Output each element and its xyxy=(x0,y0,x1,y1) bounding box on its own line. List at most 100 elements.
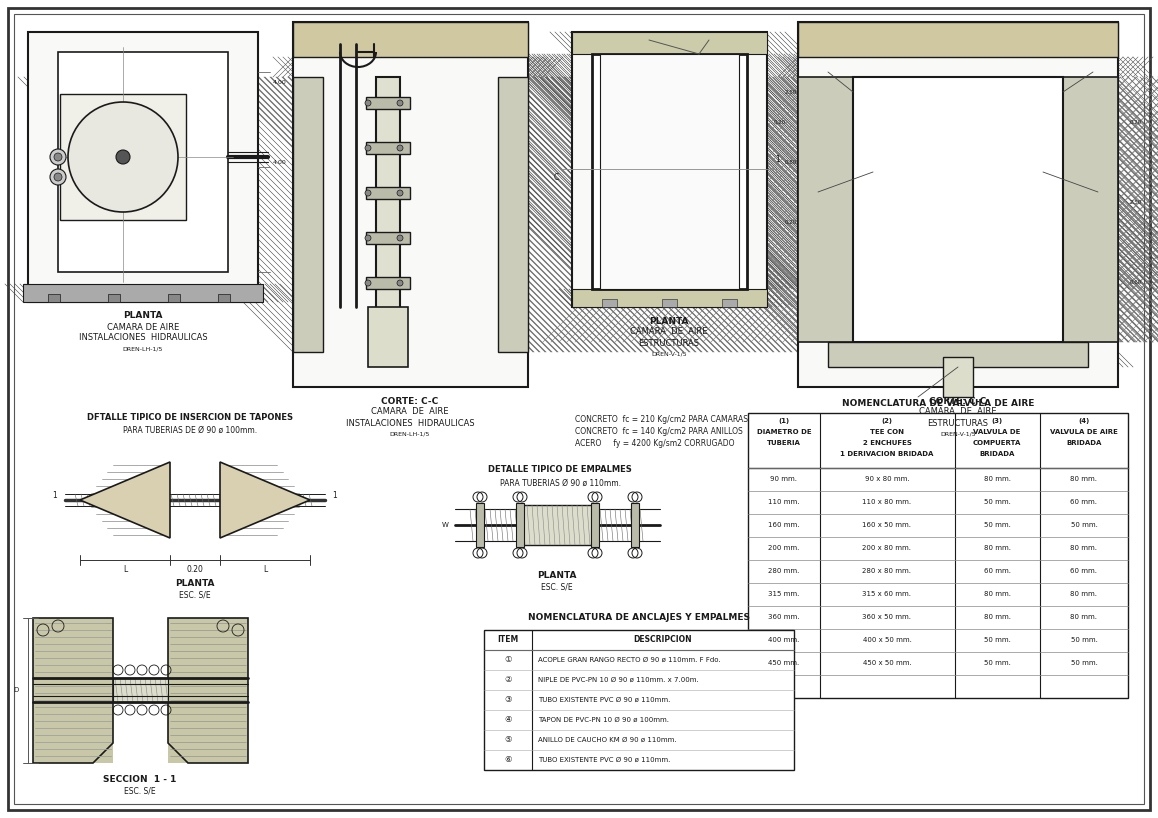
Bar xyxy=(602,299,617,307)
Bar xyxy=(572,32,767,307)
Polygon shape xyxy=(32,618,113,763)
Text: 0.60: 0.60 xyxy=(1130,280,1142,285)
Text: D: D xyxy=(14,687,19,693)
Bar xyxy=(368,307,408,367)
Text: 90 x 80 mm.: 90 x 80 mm. xyxy=(865,476,909,482)
Text: 0.80: 0.80 xyxy=(785,160,797,164)
Text: (1): (1) xyxy=(778,418,790,424)
Text: COMPUERTA: COMPUERTA xyxy=(973,440,1021,446)
Text: 2.50: 2.50 xyxy=(1130,200,1142,204)
Text: 60 mm.: 60 mm. xyxy=(1070,499,1098,505)
Bar xyxy=(1063,77,1117,342)
Text: ESC. S/E: ESC. S/E xyxy=(179,591,211,600)
Text: DREN-V-1/5: DREN-V-1/5 xyxy=(651,352,687,357)
Bar xyxy=(58,52,228,272)
Text: CAMARA  DE  AIRE: CAMARA DE AIRE xyxy=(630,327,708,336)
Text: 0.20: 0.20 xyxy=(186,565,204,574)
Bar xyxy=(293,77,323,352)
Text: 80 mm.: 80 mm. xyxy=(1070,591,1098,597)
Text: PARA TUBERIAS DE Ø 90 ø 100mm.: PARA TUBERIAS DE Ø 90 ø 100mm. xyxy=(123,425,257,434)
Bar xyxy=(498,77,528,352)
Text: TUBO EXISTENTE PVC Ø 90 ø 110mm.: TUBO EXISTENTE PVC Ø 90 ø 110mm. xyxy=(538,697,670,703)
Text: 80 mm.: 80 mm. xyxy=(1070,476,1098,482)
Text: ⑤: ⑤ xyxy=(504,735,512,744)
Polygon shape xyxy=(168,618,248,763)
Text: 4.00: 4.00 xyxy=(273,160,287,164)
Text: VALVULA DE: VALVULA DE xyxy=(974,429,1020,435)
Bar xyxy=(798,22,1117,387)
Text: PLANTA: PLANTA xyxy=(175,579,214,588)
Text: L: L xyxy=(123,565,127,574)
Bar xyxy=(798,22,1117,57)
Text: 280 x 80 mm.: 280 x 80 mm. xyxy=(863,568,911,574)
Text: ESTRUCTURAS: ESTRUCTURAS xyxy=(638,339,699,348)
Text: 315 x 60 mm.: 315 x 60 mm. xyxy=(863,591,911,597)
Text: 50 mm.: 50 mm. xyxy=(1070,522,1098,528)
Text: 200 mm.: 200 mm. xyxy=(768,545,800,551)
Bar xyxy=(60,94,186,220)
Circle shape xyxy=(397,190,403,196)
Bar xyxy=(28,32,258,302)
Bar xyxy=(828,342,1089,367)
Text: 110 mm.: 110 mm. xyxy=(768,499,800,505)
Text: DREN-V-1/5: DREN-V-1/5 xyxy=(940,432,976,437)
Circle shape xyxy=(365,190,371,196)
Text: CORTE: C-C: CORTE: C-C xyxy=(381,397,439,406)
Text: 50 mm.: 50 mm. xyxy=(983,660,1011,666)
Text: W: W xyxy=(441,522,448,528)
Text: 0.20: 0.20 xyxy=(1130,119,1142,124)
Text: NOMENCLATURA DE ANCLAJES Y EMPALMES: NOMENCLATURA DE ANCLAJES Y EMPALMES xyxy=(528,614,750,622)
Bar xyxy=(591,503,599,547)
Bar xyxy=(366,142,410,154)
Text: INSTALACIONES  HIDRAULICAS: INSTALACIONES HIDRAULICAS xyxy=(79,334,207,343)
Circle shape xyxy=(54,153,63,161)
Bar xyxy=(376,77,400,342)
Circle shape xyxy=(397,145,403,151)
Text: 280 mm.: 280 mm. xyxy=(768,568,800,574)
Bar xyxy=(476,503,484,547)
Text: ACERO     fy = 4200 Kg/sm2 CORRUGADO: ACERO fy = 4200 Kg/sm2 CORRUGADO xyxy=(576,439,734,448)
Text: 160 mm.: 160 mm. xyxy=(768,522,800,528)
Text: VALVULA DE AIRE: VALVULA DE AIRE xyxy=(1050,429,1117,435)
Bar xyxy=(572,289,767,307)
Text: 60 mm.: 60 mm. xyxy=(983,568,1011,574)
Text: DREN-LH-1/5: DREN-LH-1/5 xyxy=(390,432,430,437)
Text: CAMARA  DE  AIRE: CAMARA DE AIRE xyxy=(919,407,997,416)
Text: ITEM: ITEM xyxy=(498,636,519,645)
Bar xyxy=(47,294,60,302)
Circle shape xyxy=(397,235,403,241)
Text: ESC. S/E: ESC. S/E xyxy=(541,582,573,591)
Text: ACOPLE GRAN RANGO RECTO Ø 90 ø 110mm. F Fdo.: ACOPLE GRAN RANGO RECTO Ø 90 ø 110mm. F … xyxy=(538,657,720,663)
Text: 2 ENCHUFES: 2 ENCHUFES xyxy=(863,440,911,446)
Text: 50 mm.: 50 mm. xyxy=(983,499,1011,505)
Bar xyxy=(853,77,1063,342)
Circle shape xyxy=(50,169,66,185)
Text: 0.20: 0.20 xyxy=(774,119,786,124)
Text: (4): (4) xyxy=(1078,418,1090,424)
Text: 400 mm.: 400 mm. xyxy=(768,637,800,643)
Bar xyxy=(366,187,410,199)
Text: DIAMETRO DE: DIAMETRO DE xyxy=(756,429,812,435)
Text: 2.50: 2.50 xyxy=(785,89,797,95)
Text: 50 mm.: 50 mm. xyxy=(983,522,1011,528)
Text: PLANTA: PLANTA xyxy=(123,312,163,321)
Text: 90 mm.: 90 mm. xyxy=(770,476,798,482)
Text: 1: 1 xyxy=(776,155,780,164)
Text: 1 DERIVACION BRIDADA: 1 DERIVACION BRIDADA xyxy=(841,451,933,457)
Text: 80 mm.: 80 mm. xyxy=(1070,614,1098,620)
Text: NIPLE DE PVC-PN 10 Ø 90 ø 110mm. x 7.00m.: NIPLE DE PVC-PN 10 Ø 90 ø 110mm. x 7.00m… xyxy=(538,677,698,683)
Bar xyxy=(293,22,528,57)
Circle shape xyxy=(397,280,403,286)
Text: 50 mm.: 50 mm. xyxy=(1070,637,1098,643)
Bar xyxy=(520,505,595,545)
Text: DETALLE TIPICO DE EMPALMES: DETALLE TIPICO DE EMPALMES xyxy=(489,465,632,474)
Text: ③: ③ xyxy=(504,695,512,704)
Bar xyxy=(108,294,120,302)
Text: 110 x 80 mm.: 110 x 80 mm. xyxy=(863,499,911,505)
Text: C: C xyxy=(554,173,558,182)
Text: ESTRUCTURAS: ESTRUCTURAS xyxy=(928,419,989,428)
Polygon shape xyxy=(80,462,170,538)
Bar xyxy=(366,277,410,289)
Text: 80 mm.: 80 mm. xyxy=(983,591,1011,597)
Text: (2): (2) xyxy=(881,418,893,424)
